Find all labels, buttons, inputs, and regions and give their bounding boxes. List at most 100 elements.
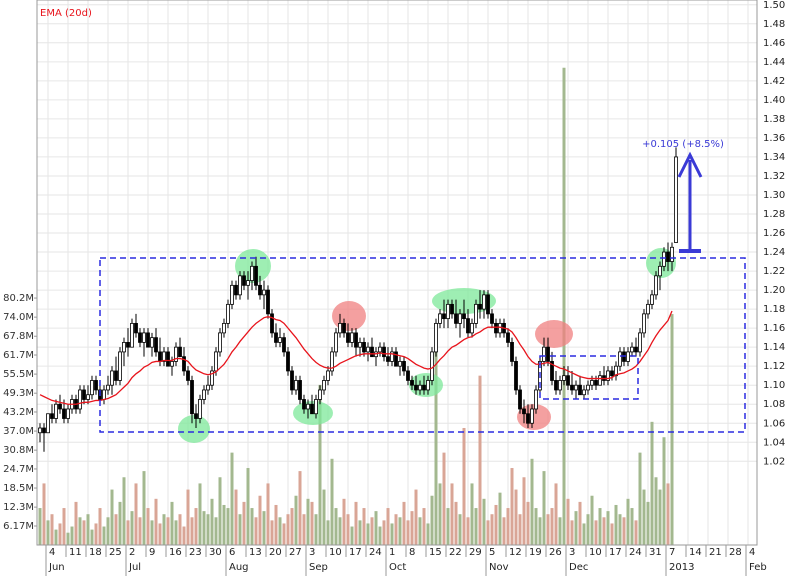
volume-bar [250,508,254,545]
x-tick-label: 20 [269,547,282,558]
volume-bar [82,520,86,545]
candle-body [562,375,566,381]
y-tick-label: 1.42 [763,76,785,87]
candle-body [570,384,574,391]
volume-bar [494,504,498,545]
candle-body [46,413,50,434]
volume-bar [630,508,634,545]
volume-bar [338,517,342,545]
x-tick-label: 10 [329,547,342,558]
volume-bar [42,483,46,545]
candle-body [166,351,170,367]
candle-body [650,294,654,305]
x-tick-label: 14 [689,547,702,558]
volume-bar [658,489,662,545]
volume-bar [550,508,554,545]
volume-bar [238,514,242,545]
month-label: Jul [128,562,141,573]
month-label: Sep [309,562,328,573]
volume-bar [614,504,618,545]
x-tick-label: 29 [469,547,482,558]
volume-bar [310,501,314,545]
candle-body [346,332,350,343]
volume-bar [186,489,190,545]
volume-bar [214,517,218,545]
month-label: Aug [229,562,249,573]
x-tick-label: 24 [369,547,382,558]
volume-bar [534,508,538,545]
volume-bar [374,511,378,545]
candle-body [50,413,54,419]
candle-body [506,332,510,343]
x-tick-label: 17 [349,547,362,558]
volume-bar [166,517,170,545]
volume-bar [590,495,594,545]
x-tick-label: 19 [529,547,542,558]
candle-body [234,284,238,296]
candle-body [414,384,418,391]
volume-bar [350,526,354,545]
volume-bar [114,514,118,545]
volume-bar [282,523,286,545]
volume-bar [258,495,262,545]
candle-body [454,313,458,324]
volume-bar [602,517,606,545]
x-tick-label: 4 [49,547,55,558]
volume-bar [478,375,482,545]
volume-bar [562,67,566,545]
candle-body [658,265,662,277]
volume-bar [174,520,178,545]
candle-body [174,346,178,362]
volume-bar [194,508,198,545]
candle-body [290,370,294,391]
candle-body [558,380,562,391]
candle-body [298,380,302,400]
candle-body [178,346,182,358]
volume-bar [274,504,278,545]
volume-bar [566,498,570,545]
candle-body [338,322,342,334]
y-tick-label: 1.10 [763,380,785,391]
candle-body [486,294,490,315]
candle-body [94,380,98,391]
x-tick-label: 22 [449,547,462,558]
volume-bar [366,523,370,545]
y2-tick-label: 30.8M [3,445,34,456]
grid [37,0,757,545]
candle-body [574,384,578,391]
candle-body [254,265,258,286]
candle-body [162,351,166,362]
volume-bar [382,520,386,545]
candle-body [458,313,462,324]
candle-body [270,313,274,334]
candle-body [262,289,266,296]
candle-body [614,365,618,377]
y2-tick-label: 12.3M [3,502,34,513]
volume-bar [418,517,422,545]
volume-bar [78,517,82,545]
candle-body [478,303,482,310]
candle-body [670,246,674,262]
volume-bar [538,517,542,545]
y2-tick-label: 55.5M [3,369,34,380]
x-tick-label: 26 [549,547,562,558]
candle-body [410,380,414,386]
volume-bar [154,498,158,545]
candle-body [366,346,370,353]
candle-body [210,370,214,386]
volume-bar [662,437,666,545]
x-tick-label: 15 [429,547,442,558]
x-tick-label: 18 [89,547,102,558]
volume-bar [150,520,154,545]
candle-body [398,361,402,367]
volume-bar [482,498,486,545]
volume-bar [390,523,394,545]
y-tick-label: 1.02 [763,456,785,467]
volume-bar [98,508,102,545]
volume-bar [266,483,270,545]
y-tick-label: 1.26 [763,228,785,239]
candle-body [514,361,518,391]
candle-body [578,384,582,396]
volume-bar [86,514,90,545]
